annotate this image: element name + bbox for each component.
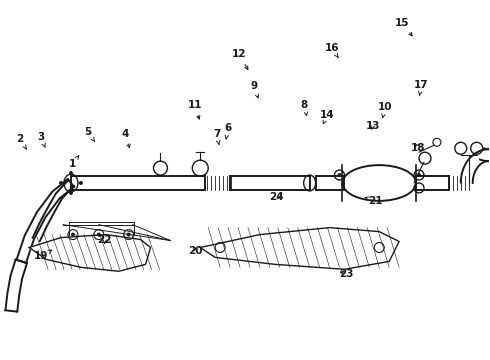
Text: 22: 22 bbox=[98, 235, 112, 245]
Circle shape bbox=[127, 233, 131, 237]
Text: 19: 19 bbox=[34, 250, 52, 261]
Text: 14: 14 bbox=[319, 110, 334, 123]
Text: 9: 9 bbox=[250, 81, 259, 98]
Text: 11: 11 bbox=[188, 100, 202, 119]
Circle shape bbox=[338, 173, 342, 177]
Text: 13: 13 bbox=[366, 121, 380, 131]
Text: 1: 1 bbox=[69, 156, 79, 169]
Polygon shape bbox=[29, 235, 150, 271]
Text: 12: 12 bbox=[232, 49, 248, 69]
Text: 21: 21 bbox=[365, 196, 383, 206]
Circle shape bbox=[69, 191, 73, 195]
Polygon shape bbox=[200, 228, 399, 269]
Circle shape bbox=[417, 173, 421, 177]
Text: 17: 17 bbox=[414, 80, 429, 96]
Text: 6: 6 bbox=[224, 123, 232, 139]
Circle shape bbox=[59, 181, 63, 185]
Text: 24: 24 bbox=[270, 192, 284, 202]
Circle shape bbox=[97, 233, 101, 237]
Text: 20: 20 bbox=[188, 246, 202, 256]
Circle shape bbox=[71, 233, 75, 237]
Text: 16: 16 bbox=[324, 43, 339, 58]
Text: 5: 5 bbox=[84, 127, 95, 142]
Text: 10: 10 bbox=[378, 102, 392, 118]
Text: 2: 2 bbox=[16, 134, 26, 149]
Text: 18: 18 bbox=[411, 143, 425, 153]
Text: 15: 15 bbox=[394, 18, 412, 36]
Text: 8: 8 bbox=[301, 100, 308, 116]
Text: 3: 3 bbox=[38, 132, 45, 148]
Text: 4: 4 bbox=[122, 129, 130, 148]
Text: 23: 23 bbox=[339, 269, 354, 279]
Circle shape bbox=[79, 181, 83, 185]
Circle shape bbox=[69, 171, 73, 175]
Text: 7: 7 bbox=[213, 129, 220, 144]
